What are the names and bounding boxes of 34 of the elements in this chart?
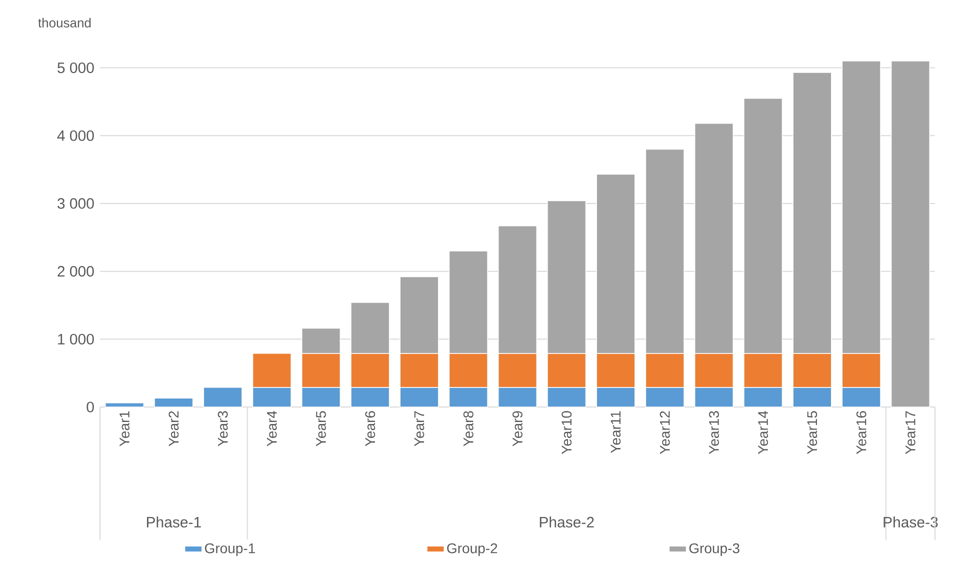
- y-tick-label: 4 000: [57, 130, 94, 141]
- y-tick-label: 2 000: [58, 266, 94, 277]
- x-tick-label: Year1: [120, 411, 130, 446]
- x-tick-label: Year10: [562, 411, 572, 454]
- legend-label: Group-3: [689, 543, 740, 556]
- x-tick-label: Year15: [807, 411, 818, 454]
- y-tick-label: 3 000: [57, 198, 94, 209]
- bar: [154, 398, 194, 408]
- x-tick-label: Year13: [709, 411, 719, 454]
- x-tick-label: Year11: [610, 411, 621, 454]
- y-tick-label: 1 000: [58, 334, 94, 344]
- x-tick-label: Year6: [365, 411, 376, 446]
- y-tick-label: 0: [86, 402, 94, 412]
- text: Phase-2: [540, 516, 594, 528]
- x-tick-label: Year2: [168, 411, 179, 446]
- x-tick-label: Year7: [414, 411, 424, 446]
- x-tick-label: Year12: [660, 411, 670, 454]
- x-tick-label: Year3: [218, 411, 228, 446]
- bar: [890, 60, 930, 408]
- x-tick-label: Year17: [906, 411, 916, 454]
- x-tick-label: Year4: [267, 410, 277, 446]
- x-tick-label: Year5: [316, 411, 326, 446]
- y-tick-label: 5 000: [58, 62, 94, 74]
- x-tick-label: Year9: [512, 411, 522, 446]
- x-tick-label: Year8: [463, 411, 474, 446]
- text: Phase-3: [884, 516, 938, 528]
- text: Phase-1: [146, 516, 201, 528]
- bar: [203, 386, 242, 408]
- y-axis-title: thousand: [38, 18, 91, 28]
- legend-label: Group-1: [204, 543, 255, 556]
- bar: [105, 402, 144, 408]
- x-tick-label: Year16: [856, 411, 866, 454]
- x-tick-label: Year14: [758, 410, 768, 454]
- legend-label: Group-2: [447, 543, 498, 556]
